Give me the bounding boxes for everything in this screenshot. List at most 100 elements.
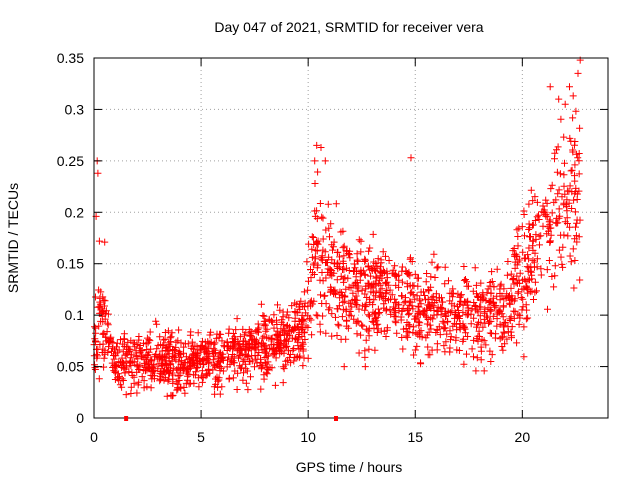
data-point	[257, 385, 265, 393]
data-point	[308, 253, 316, 261]
data-point	[439, 317, 447, 325]
data-point	[106, 336, 114, 344]
data-point	[436, 294, 443, 302]
data-point	[140, 353, 148, 361]
data-point	[162, 357, 170, 365]
data-point	[313, 247, 321, 255]
data-point	[118, 375, 126, 383]
data-point	[531, 263, 538, 271]
data-point	[401, 297, 409, 305]
data-point	[386, 306, 394, 314]
data-point	[134, 355, 142, 363]
data-point	[407, 154, 415, 162]
data-point	[452, 336, 460, 344]
data-point	[181, 389, 189, 397]
data-point	[441, 280, 449, 288]
data-point	[557, 253, 565, 261]
data-point	[169, 346, 176, 354]
data-point	[469, 287, 477, 295]
data-point	[353, 250, 361, 258]
data-point	[246, 358, 254, 366]
data-point	[411, 270, 419, 278]
data-point	[512, 250, 520, 258]
data-point	[365, 280, 373, 288]
data-point	[211, 390, 219, 398]
data-point	[573, 219, 581, 227]
data-point	[390, 303, 398, 311]
data-point	[128, 372, 136, 379]
data-point	[448, 307, 456, 315]
data-point	[546, 83, 554, 91]
data-point	[415, 318, 423, 326]
data-point	[373, 273, 381, 281]
data-point	[259, 340, 267, 348]
data-point	[328, 310, 336, 318]
data-point	[104, 319, 112, 327]
data-point	[412, 315, 420, 323]
data-point	[519, 295, 527, 303]
data-point	[558, 260, 566, 268]
data-point	[312, 246, 320, 254]
data-point	[322, 259, 329, 267]
data-point	[279, 341, 287, 349]
data-point	[135, 378, 143, 386]
data-point	[282, 342, 290, 350]
data-point	[164, 327, 172, 335]
data-point	[180, 349, 187, 357]
data-point	[515, 224, 523, 232]
data-point	[544, 305, 551, 313]
data-point	[218, 337, 226, 345]
data-point	[399, 345, 407, 353]
data-point	[308, 233, 316, 241]
data-point	[553, 214, 561, 222]
data-point	[143, 383, 151, 391]
data-point	[436, 331, 444, 339]
data-point	[163, 367, 171, 375]
data-point	[127, 337, 135, 345]
data-point	[95, 286, 103, 294]
data-point	[345, 311, 353, 319]
data-point	[406, 322, 414, 330]
data-point	[140, 366, 148, 374]
data-point	[288, 302, 296, 310]
data-point	[175, 326, 183, 334]
data-point	[575, 170, 583, 178]
data-point	[402, 268, 410, 276]
data-point	[165, 350, 173, 358]
data-point	[442, 312, 450, 320]
data-point	[346, 254, 354, 262]
data-point	[474, 294, 482, 301]
data-point	[387, 295, 394, 303]
data-point	[571, 190, 579, 198]
data-point	[346, 308, 354, 315]
data-point	[328, 332, 336, 340]
data-point	[569, 114, 577, 122]
data-point	[357, 331, 365, 339]
data-point	[414, 307, 422, 315]
data-point	[487, 297, 495, 305]
data-point	[273, 321, 281, 328]
data-point	[560, 133, 568, 141]
data-point	[559, 243, 567, 251]
data-point	[518, 306, 526, 314]
data-point	[274, 301, 281, 309]
data-point	[144, 351, 152, 359]
data-point	[372, 267, 379, 275]
data-point	[131, 343, 139, 351]
data-point	[379, 248, 387, 256]
data-point	[535, 211, 542, 219]
data-point	[416, 297, 424, 305]
data-point	[395, 276, 403, 284]
data-point	[400, 299, 408, 307]
data-point	[490, 283, 498, 291]
data-point	[550, 283, 558, 291]
data-point	[147, 384, 155, 392]
data-point	[310, 271, 318, 278]
data-point	[449, 289, 457, 297]
data-point	[529, 242, 537, 250]
data-point	[410, 323, 418, 331]
data-point	[279, 308, 287, 316]
data-point	[183, 369, 191, 377]
data-point	[568, 205, 576, 212]
